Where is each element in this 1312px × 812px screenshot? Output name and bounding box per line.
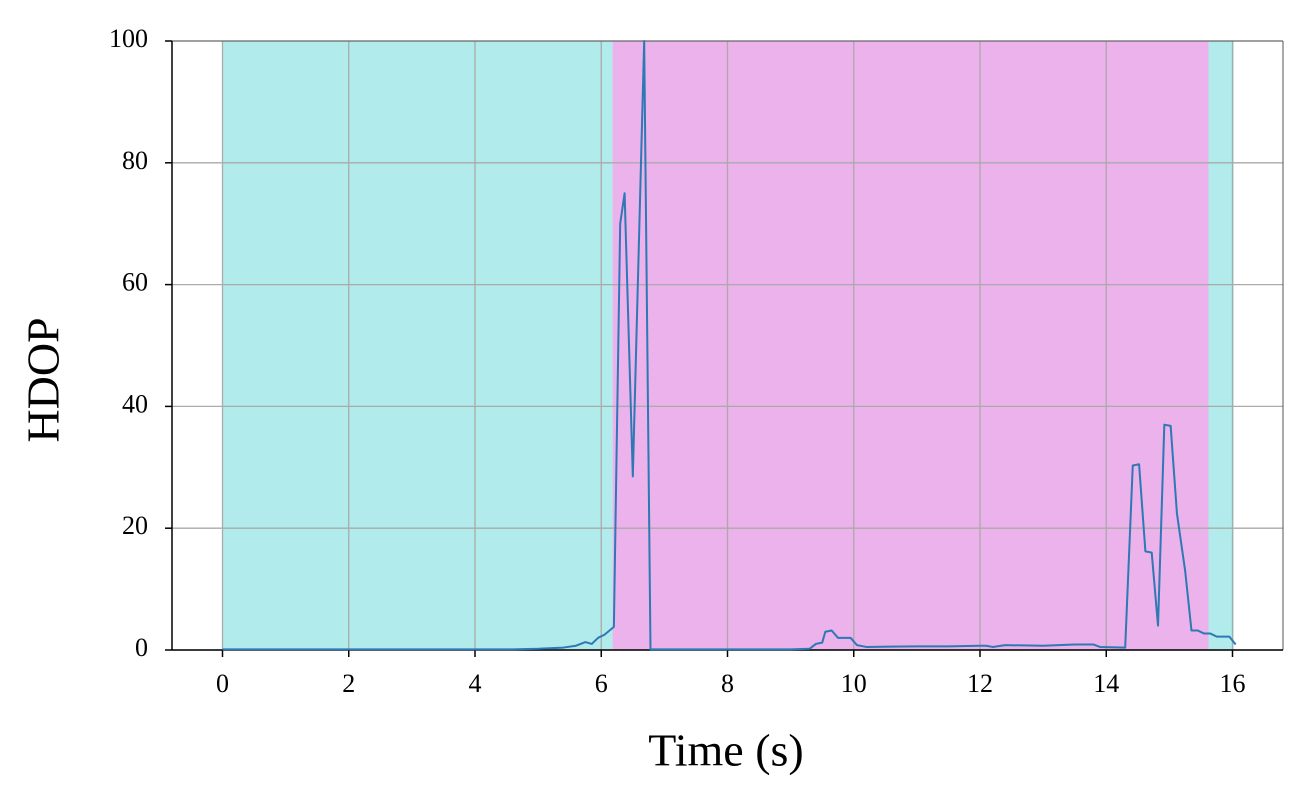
y-tick-label: 20 — [122, 511, 148, 540]
shaded-region — [612, 41, 1209, 650]
y-axis-label: HDOP — [18, 317, 69, 442]
x-axis-label: Time (s) — [648, 725, 804, 776]
x-tick-label: 8 — [721, 669, 734, 698]
x-tick-label: 14 — [1093, 669, 1119, 698]
data-line — [222, 40, 1237, 651]
y-tick-label: 100 — [109, 24, 148, 53]
x-tick-label: 0 — [216, 669, 229, 698]
x-tick-label: 6 — [595, 669, 608, 698]
y-tick-label: 80 — [122, 146, 148, 175]
x-tick-label: 16 — [1220, 669, 1246, 698]
x-tick-label: 12 — [967, 669, 993, 698]
x-tick-label: 4 — [469, 669, 482, 698]
x-tick-label: 10 — [841, 669, 867, 698]
shaded-region — [1208, 41, 1234, 650]
y-tick-label: 0 — [135, 633, 148, 662]
shaded-region — [222, 41, 613, 650]
x-tick-label: 2 — [342, 669, 355, 698]
y-tick-label: 40 — [122, 389, 148, 418]
y-tick-label: 60 — [122, 268, 148, 297]
